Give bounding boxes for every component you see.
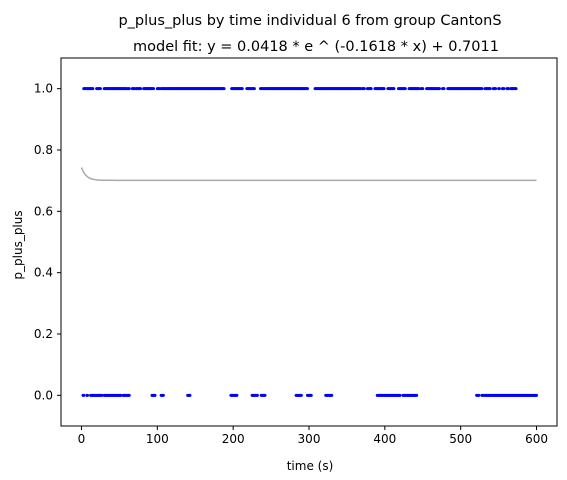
x-tick-label: 200 xyxy=(222,432,245,446)
data-point xyxy=(255,393,259,397)
data-point xyxy=(477,393,481,397)
data-point xyxy=(153,393,157,397)
data-point xyxy=(398,393,402,397)
chart-title: p_plus_plus by time individual 6 from gr… xyxy=(118,13,501,29)
data-point xyxy=(403,87,407,91)
y-tick-label: 0.8 xyxy=(34,143,53,157)
x-tick-label: 300 xyxy=(298,432,321,446)
x-axis: 0 100 200 300 400 500 600 xyxy=(78,426,548,446)
y-axis-label: p_plus_plus xyxy=(11,210,25,279)
data-point xyxy=(514,87,518,91)
data-point xyxy=(488,87,492,91)
data-point xyxy=(86,393,90,397)
data-point xyxy=(127,393,131,397)
data-point xyxy=(369,87,373,91)
series-1 xyxy=(81,393,539,397)
data-point xyxy=(263,393,267,397)
data-point xyxy=(480,87,484,91)
data-point xyxy=(161,393,165,397)
y-tick-label: 0.4 xyxy=(34,266,53,280)
data-point xyxy=(235,393,239,397)
y-tick-label: 0.2 xyxy=(34,327,53,341)
x-tick-label: 0 xyxy=(78,432,86,446)
x-axis-label: time (s) xyxy=(287,459,334,473)
data-point xyxy=(330,393,334,397)
data-point xyxy=(497,87,501,91)
data-point xyxy=(82,393,86,397)
data-point xyxy=(98,87,102,91)
data-point xyxy=(421,87,425,91)
data-point xyxy=(299,393,303,397)
y-axis: 0.0 0.2 0.4 0.6 0.8 1.0 xyxy=(34,82,61,402)
data-point xyxy=(139,87,143,91)
data-point xyxy=(152,87,156,91)
data-point xyxy=(305,87,309,91)
data-point xyxy=(100,393,104,397)
x-tick-label: 100 xyxy=(146,432,169,446)
series-0 xyxy=(82,87,518,91)
data-point xyxy=(362,87,366,91)
plot-area-frame xyxy=(60,57,558,427)
data-point xyxy=(252,87,256,91)
data-point xyxy=(91,87,95,91)
y-tick-label: 0.0 xyxy=(34,388,53,402)
data-point xyxy=(506,87,510,91)
data-point xyxy=(417,87,421,91)
data-point xyxy=(392,87,396,91)
data-point xyxy=(382,87,386,91)
fit-curve xyxy=(80,167,537,182)
x-tick-label: 600 xyxy=(525,432,548,446)
data-layer xyxy=(80,87,539,397)
x-tick-label: 500 xyxy=(449,432,472,446)
data-point xyxy=(188,393,192,397)
data-point xyxy=(437,87,441,91)
data-point xyxy=(415,393,419,397)
data-point xyxy=(494,87,498,91)
y-tick-label: 1.0 xyxy=(34,82,53,96)
data-point xyxy=(502,87,506,91)
data-point xyxy=(119,393,123,397)
data-point xyxy=(127,87,131,91)
x-tick-label: 400 xyxy=(373,432,396,446)
data-point xyxy=(309,393,313,397)
y-tick-label: 0.6 xyxy=(34,204,53,218)
data-point xyxy=(222,87,226,91)
data-point xyxy=(535,393,539,397)
data-point xyxy=(442,87,446,91)
data-point xyxy=(240,87,244,91)
chart-subtitle: model fit: y = 0.0418 * e ^ (-0.1618 * x… xyxy=(133,39,499,55)
